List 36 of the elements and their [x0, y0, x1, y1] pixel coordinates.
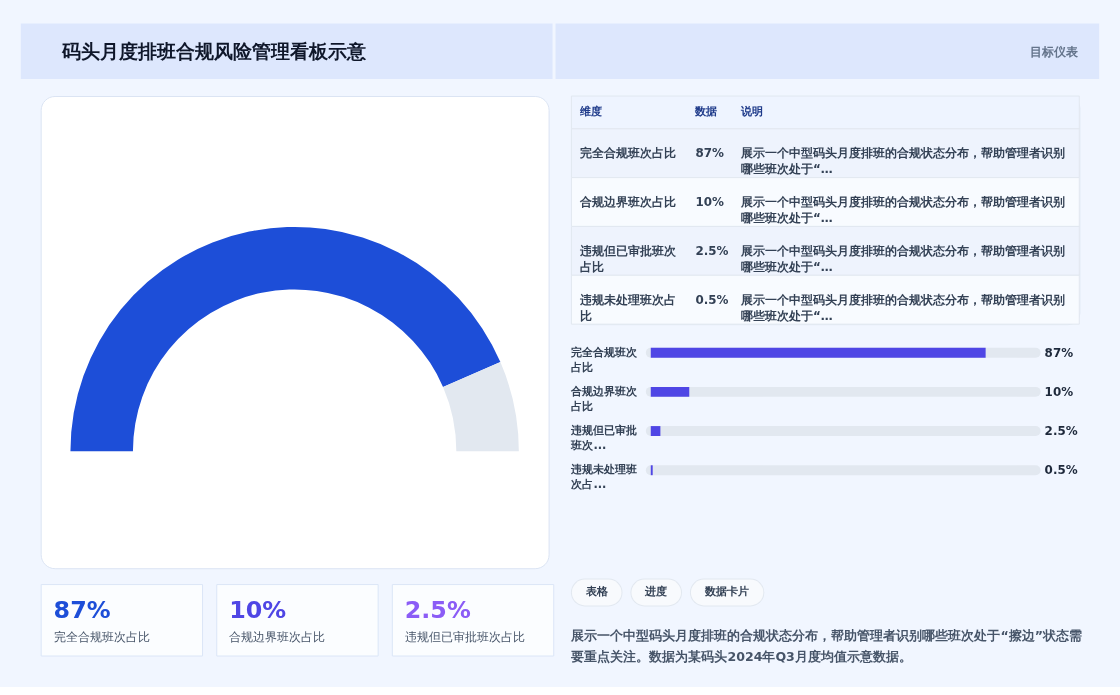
text: 2.5% — [695, 243, 729, 258]
data-label: 87% — [1044, 345, 1074, 360]
y-tick-label: 违规但已审批班次... — [570, 423, 638, 452]
text: 展示一个中型码头月度排班的合规状态分布，帮助管理者识别哪些班次处于“擦边”状态需要重点关注。数据为某码头2024年Q3月度均值示意数据。 — [570, 627, 1082, 665]
bar — [650, 386, 690, 397]
y-tick-label: 完全合规班次占比 — [571, 344, 639, 374]
text: 87% — [53, 595, 111, 624]
text: 数据 — [694, 104, 718, 119]
text: 0.5% — [695, 292, 729, 307]
text: 2.5% — [404, 595, 471, 624]
category-label: 合规边界班次占比 — [229, 629, 326, 644]
category-label: 完全合规班次占比 — [580, 146, 677, 161]
category-label: 违规未处理班次占比 — [579, 292, 677, 323]
text: 表格 — [584, 584, 609, 599]
text: 展示一个中型码头月度排班的合规状态分布，帮助管理者识别哪些班次处于“… — [740, 292, 1066, 323]
text: 10% — [695, 194, 724, 209]
chart-title: 码头月度排班合规风险管理看板示意 — [61, 41, 368, 63]
text: 展示一个中型码头月度排班的合规状态分布，帮助管理者识别哪些班次处于“… — [740, 243, 1066, 274]
category-label: 违规但已审批班次占比 — [579, 243, 678, 274]
text: 数据卡片 — [704, 584, 750, 599]
text: 展示一个中型码头月度排班的合规状态分布，帮助管理者识别哪些班次处于“… — [740, 146, 1066, 176]
y-tick-label: 违规未处理班次占... — [570, 462, 638, 492]
text: 进度 — [644, 584, 668, 599]
data-label: 10% — [1044, 384, 1074, 399]
text: 87% — [695, 146, 724, 161]
text: 维度 — [579, 104, 603, 119]
bar — [650, 426, 661, 437]
text: 10% — [229, 595, 287, 624]
category-label: 违规但已审批班次占比 — [404, 629, 525, 644]
y-tick-label: 合规边界班次占比 — [570, 383, 639, 413]
data-label: 0.5% — [1044, 463, 1078, 478]
data-label: 2.5% — [1044, 424, 1078, 439]
text: 说明 — [740, 104, 764, 119]
category-label: 完全合规班次占比 — [53, 629, 150, 644]
text: 展示一个中型码头月度排班的合规状态分布，帮助管理者识别哪些班次处于“… — [740, 194, 1066, 225]
text: 目标仪表 — [1030, 44, 1080, 60]
